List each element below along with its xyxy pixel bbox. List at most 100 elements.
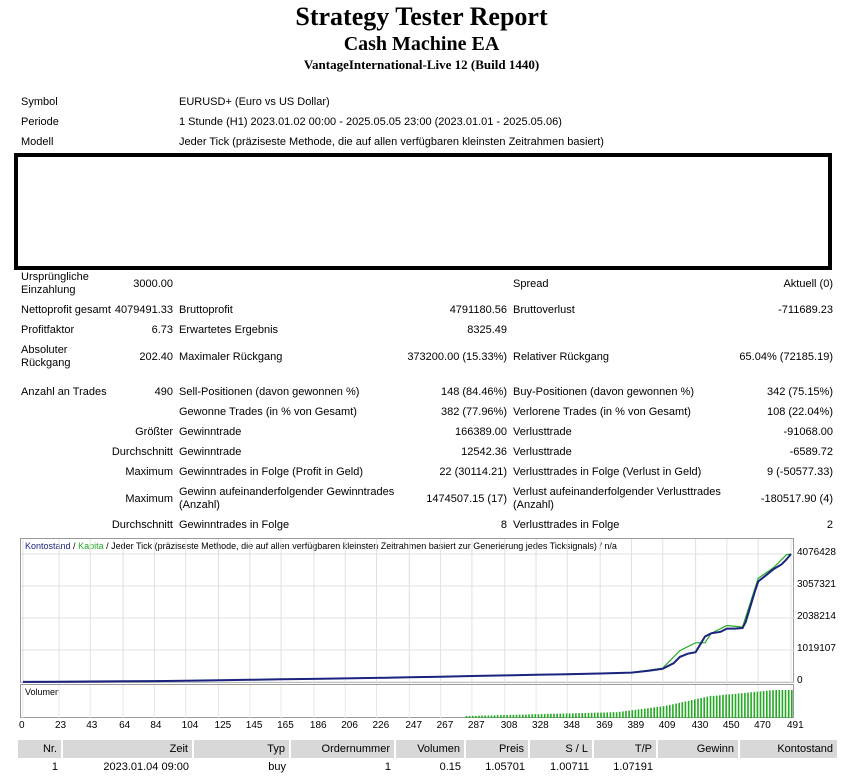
volume-chart: Volumen <box>20 684 794 719</box>
volume-bar <box>637 709 640 718</box>
volume-bar <box>587 712 590 718</box>
avg-consec-win-label: Gewinntrades in Folge <box>179 519 290 531</box>
column-header: Kontostand <box>739 740 839 758</box>
lost-value: 108 (22.04%) <box>766 406 833 418</box>
volume-bar <box>578 713 580 718</box>
legend-sep: / <box>70 541 79 551</box>
volume-bar <box>669 704 671 718</box>
volume-bar <box>531 714 533 718</box>
volume-bar <box>665 705 668 718</box>
x-tick-label: 369 <box>596 720 613 731</box>
grossloss-label: Bruttoverlust <box>513 304 575 316</box>
column-header: Preis <box>465 740 530 758</box>
volume-bar <box>475 715 477 718</box>
volume-bar <box>631 710 634 718</box>
maxdd-value: 373200.00 (15.33%) <box>407 351 507 363</box>
grossprofit-value: 4791180.56 <box>449 304 507 316</box>
volume-bar <box>791 690 793 718</box>
volume-bar <box>509 714 512 718</box>
max-consec-loss-label: Verlusttrades in Folge (Verlust in Geld) <box>513 466 702 478</box>
volume-bar <box>512 714 515 718</box>
volume-bar <box>728 694 730 718</box>
volume-bar <box>753 691 756 718</box>
won-value: 382 (77.96%) <box>440 406 507 418</box>
x-tick-label: 43 <box>86 720 98 731</box>
lost-label: Verlorene Trades (in % von Gesamt) <box>513 406 691 418</box>
max-profit-value: 1474507.15 (17) <box>426 493 507 505</box>
x-tick-label: 409 <box>658 720 676 731</box>
volume-bar <box>556 713 558 718</box>
balance-chart: Kontostand / Kapita / Jeder Tick (präzis… <box>20 538 795 684</box>
netprofit-label: Nettoprofit gesamt <box>21 304 111 316</box>
x-tick-label: 64 <box>119 720 131 731</box>
max-loss-label: Verlust aufeinanderfolgender Verlusttrad… <box>513 486 721 511</box>
x-tick-label: 389 <box>627 720 645 731</box>
y-tick-label: 1019107 <box>797 643 836 654</box>
table-cell: 1 <box>384 761 391 773</box>
volume-bar <box>650 707 652 718</box>
volume-bar <box>784 690 787 718</box>
x-tick-label: 186 <box>309 720 327 731</box>
volume-bar <box>506 715 508 718</box>
volume-bar <box>550 713 552 718</box>
volume-bar <box>766 690 768 719</box>
legend-equity: Kapita <box>78 541 104 551</box>
volume-bar <box>528 714 530 718</box>
volume-bar <box>634 709 637 718</box>
volume-bar <box>490 715 493 718</box>
chart-legend: Kontostand / Kapita / Jeder Tick (präzis… <box>25 541 617 551</box>
volume-bar <box>734 693 737 719</box>
volume-bar <box>487 715 490 718</box>
table-cell: 1.00711 <box>550 761 589 773</box>
grossloss-value: -711689.23 <box>778 304 833 316</box>
volume-bar <box>562 713 565 718</box>
x-tick-label: 450 <box>722 720 740 731</box>
x-tick-label: 328 <box>532 720 549 731</box>
symbol-label: Symbol <box>21 96 58 108</box>
volume-bar <box>703 697 705 719</box>
buy-label: Buy-Positionen (davon gewonnen %) <box>513 386 695 398</box>
volume-bar <box>662 706 665 718</box>
volume-bar <box>615 712 618 718</box>
volume-bar <box>694 699 696 718</box>
x-tick-label: 84 <box>150 720 162 731</box>
x-tick-label: 125 <box>214 720 232 731</box>
volume-bar <box>672 704 674 719</box>
chart-plot <box>21 539 795 684</box>
volume-bar <box>762 691 765 718</box>
column-header: S / L <box>529 740 594 758</box>
avg-loss-value: -6589.72 <box>789 446 833 458</box>
volume-bar <box>750 692 752 719</box>
volume-bar <box>600 712 602 718</box>
volume-bar <box>496 715 499 718</box>
volume-bar <box>597 712 599 718</box>
avg-win-label: Gewinntrade <box>179 446 242 458</box>
table-cell: 0.15 <box>439 761 461 773</box>
table-header: Nr. Zeit Typ Ordernummer Volumen Preis S / L T/… <box>18 740 839 758</box>
volume-bar <box>775 690 777 718</box>
expected-label: Erwartetes Ergebnis <box>179 324 279 336</box>
volume-bar <box>719 695 721 719</box>
volume-bar <box>653 707 655 718</box>
server-build: VantageInternational-Live 12 (Build 1440… <box>303 57 540 72</box>
volume-bar <box>659 706 662 718</box>
table-cell: 2023.01.04 09:00 <box>103 761 189 773</box>
redacted-box <box>14 153 832 270</box>
column-header: T/P <box>593 740 658 758</box>
maximum2-label: Maximum <box>125 493 173 505</box>
volume-bar <box>709 695 712 718</box>
average2-label: Durchschnitt <box>111 519 173 531</box>
avg-loss-label: Verlusttrade <box>513 446 572 458</box>
volume-bar <box>609 712 612 718</box>
x-tick-label: 348 <box>563 720 580 731</box>
maxdd-label: Maximaler Rückgang <box>179 351 283 363</box>
volume-bar <box>690 700 693 718</box>
volume-bar <box>465 716 468 718</box>
column-header: Nr. <box>18 740 63 758</box>
volume-bar <box>744 692 746 718</box>
volume-plot <box>22 685 793 719</box>
legend-balance: Kontostand <box>25 541 71 551</box>
volume-bar <box>468 715 471 718</box>
volume-bar <box>593 712 596 718</box>
volume-bar <box>737 693 740 718</box>
